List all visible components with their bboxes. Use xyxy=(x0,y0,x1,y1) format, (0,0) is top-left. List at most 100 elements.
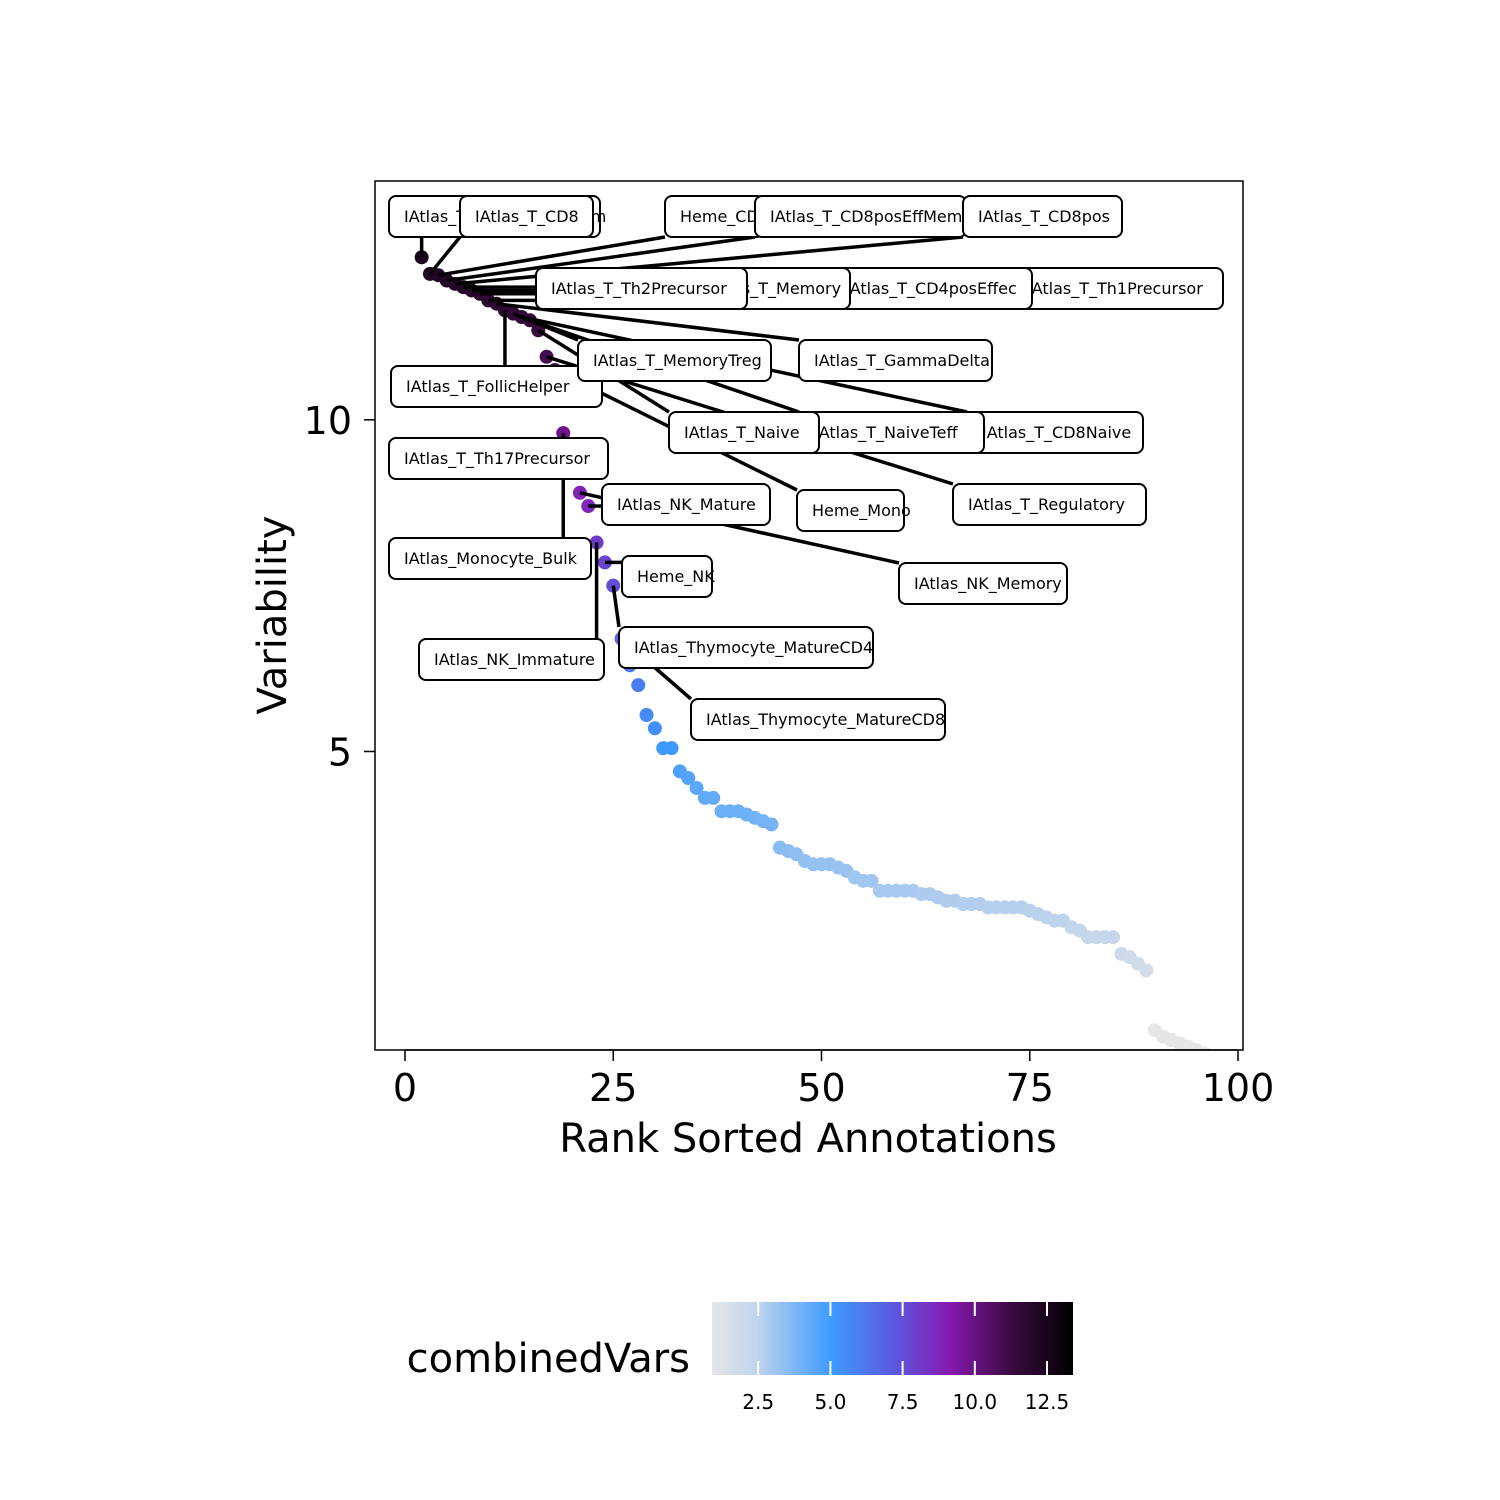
point-label-text: IAtlas_NK_Memory xyxy=(914,574,1062,594)
leader-line xyxy=(611,585,621,628)
point-label: IAtlas_T_FollicHelper xyxy=(390,365,603,408)
point-label: IAtlas_Thymocyte_MatureCD8 xyxy=(690,698,946,741)
point-label-box xyxy=(535,267,748,310)
data-point xyxy=(1139,963,1154,978)
point-label-text: IAtlas_T_Naive xyxy=(684,423,800,443)
point-label: IAtlas_NK_Immature xyxy=(418,638,605,681)
x-tick-label: 75 xyxy=(1006,1066,1054,1110)
point-label-box xyxy=(577,339,772,382)
point-label-text: IAtlas_T_Regulatory xyxy=(968,495,1125,515)
point-label: IAtlas_T_Regulatory xyxy=(952,483,1147,526)
point-label: IAtlas_T_NaiveTeff xyxy=(798,411,985,454)
point-label-box xyxy=(952,483,1147,526)
point-label: IAtlas_T_CD4posEffec xyxy=(829,267,1033,310)
point-label-box xyxy=(390,365,603,408)
point-label-text: IAtlas_T_CD8Naive xyxy=(982,423,1131,443)
x-tick-label: 0 xyxy=(393,1066,417,1110)
x-tick-label: 25 xyxy=(589,1066,637,1110)
point-label: IAtlas_T_Th17Precursor xyxy=(388,437,609,480)
data-point xyxy=(1189,1043,1204,1050)
point-label: IAtlas_T_CD8 xyxy=(459,195,594,238)
point-label-text: IAtlas_NK_Mature xyxy=(617,495,756,515)
point-label-text: Heme_Mono xyxy=(812,501,911,521)
data-point xyxy=(1198,1046,1211,1050)
point-label: Heme_Mono xyxy=(796,489,911,532)
point-label: IAtlas_T_CD8pos xyxy=(962,195,1123,238)
x-tick-label: 100 xyxy=(1202,1066,1275,1110)
y-tick-label: 10 xyxy=(304,399,352,443)
point-label-text: IAtlas_T_CD8pos xyxy=(978,207,1110,227)
point-label: IAtlas_T_CD8posEffMem xyxy=(754,195,967,238)
point-label-box xyxy=(418,638,605,681)
point-label-text: IAtlas_T_Th1Precursor xyxy=(1027,279,1203,299)
legend-title: combinedVars xyxy=(407,1336,690,1382)
point-label-box xyxy=(618,626,874,669)
point-label: IAtlas_T_GammaDelta xyxy=(798,339,993,382)
point-label-box xyxy=(798,339,993,382)
point-label: IAtlas_T_CD8Naive xyxy=(966,411,1144,454)
point-label-text: IAtlas_T_GammaDelta xyxy=(814,351,990,371)
point-label: Heme_NK xyxy=(621,555,715,598)
point-label-text: IAtlas_NK_Immature xyxy=(434,650,595,670)
point-label-box xyxy=(796,489,905,532)
y-tick-label: 5 xyxy=(328,730,352,774)
point-label-text: IAtlas_T_MemoryTreg xyxy=(593,351,762,371)
point-label: IAtlas_Thymocyte_MatureCD4 xyxy=(618,626,874,669)
leader-line xyxy=(446,235,756,283)
data-point xyxy=(664,741,679,756)
leader-line xyxy=(428,235,462,275)
point-label: IAtlas_NK_Mature xyxy=(601,483,771,526)
colorbar xyxy=(712,1302,1073,1375)
point-label: IAtlas_NK_Memory xyxy=(898,562,1068,605)
colorbar-tick-label: 5.0 xyxy=(815,1390,847,1414)
point-label-box xyxy=(898,562,1068,605)
point-labels: IAtlas_T_CD8posCenMemIAtlas_T_CD8Heme_CD… xyxy=(388,195,1224,741)
point-label-text: IAtlas_T_CD4posEffec xyxy=(845,279,1017,299)
point-label: IAtlas_T_MemoryTreg xyxy=(577,339,772,382)
color-legend: combinedVars 2.5 5.0 7.5 10.0 12.5 xyxy=(407,1302,1073,1414)
point-label: IAtlas_Monocyte_Bulk xyxy=(388,537,592,580)
point-label: IAtlas_T_Naive xyxy=(668,411,820,454)
point-label-box xyxy=(388,537,592,580)
point-label-text: IAtlas_T_FollicHelper xyxy=(406,377,570,397)
point-label-box xyxy=(459,195,594,238)
colorbar-tick-label: 2.5 xyxy=(742,1390,774,1414)
colorbar-ticks: 2.5 5.0 7.5 10.0 12.5 xyxy=(742,1302,1069,1414)
data-point xyxy=(1106,930,1121,945)
data-point xyxy=(681,771,696,786)
point-label-box xyxy=(690,698,946,741)
colorbar-tick-label: 10.0 xyxy=(953,1390,998,1414)
point-label-text: IAtlas_T_NaiveTeff xyxy=(814,423,958,443)
point-label-text: IAtlas_T_Th2Precursor xyxy=(551,279,727,299)
point-label-text: IAtlas_T_Th17Precursor xyxy=(404,449,590,469)
point-label: IAtlas_T_Th2Precursor xyxy=(535,267,748,310)
data-point xyxy=(706,790,721,805)
leader-line xyxy=(438,235,666,277)
point-label-box xyxy=(668,411,820,454)
x-axis: 0 25 50 75 100 xyxy=(393,1049,1275,1110)
point-label-text: IAtlas_Thymocyte_MatureCD4 xyxy=(634,638,873,658)
point-label: IAtlas_T_Th1Precursor xyxy=(1011,267,1224,310)
point-label-box xyxy=(621,555,713,598)
colorbar-tick-label: 7.5 xyxy=(887,1390,919,1414)
x-tick-label: 50 xyxy=(797,1066,845,1110)
data-point xyxy=(647,721,662,736)
point-label-text: Heme_NK xyxy=(637,567,715,587)
point-label-text: IAtlas_T_CD8posEffMem xyxy=(770,207,962,227)
data-point xyxy=(764,817,779,832)
y-axis-title: Variability xyxy=(250,516,296,715)
point-label: Heme_CD4 xyxy=(664,195,769,238)
y-axis: 5 10 xyxy=(304,399,375,774)
x-axis-title: Rank Sorted Annotations xyxy=(559,1116,1057,1162)
point-label-box xyxy=(962,195,1123,238)
point-label-text: IAtlas_T_CD8 xyxy=(475,207,579,227)
point-label-box xyxy=(601,483,771,526)
point-label-text: IAtlas_Monocyte_Bulk xyxy=(404,549,578,569)
data-point xyxy=(639,708,654,723)
data-point xyxy=(689,780,704,795)
data-point xyxy=(864,873,879,888)
point-label-text: IAtlas_Thymocyte_MatureCD8 xyxy=(706,710,945,730)
colorbar-tick-label: 12.5 xyxy=(1025,1390,1070,1414)
point-label-text: Heme_CD4 xyxy=(680,207,769,227)
